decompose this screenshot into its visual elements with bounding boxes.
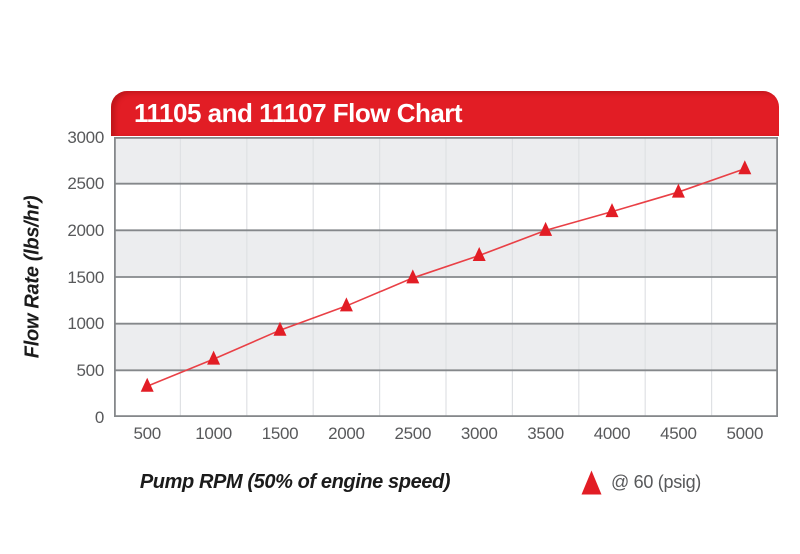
chart-title: 11105 and 11107 Flow Chart bbox=[134, 98, 463, 128]
y-tick-label: 1000 bbox=[67, 314, 104, 334]
data-point-marker bbox=[273, 321, 287, 336]
x-tick-label: 4000 bbox=[593, 424, 631, 443]
data-point-marker bbox=[406, 269, 420, 284]
legend: @ 60 (psig) bbox=[581, 468, 701, 496]
data-point-marker bbox=[339, 297, 353, 312]
y-axis-title: Flow Rate (lbs/hr) bbox=[21, 195, 44, 359]
x-tick-label: 2000 bbox=[328, 424, 365, 443]
y-tick-label: 3000 bbox=[67, 127, 104, 147]
data-point-marker bbox=[671, 183, 685, 198]
legend-label: @ 60 (psig) bbox=[611, 471, 702, 492]
data-point-marker bbox=[605, 203, 619, 218]
triangle-marker-icon bbox=[581, 470, 602, 494]
chart-header: 11105 and 11107 Flow Chart bbox=[111, 91, 779, 136]
series-line bbox=[146, 167, 746, 387]
y-tick-label: 1500 bbox=[67, 267, 104, 287]
x-tick-label: 1500 bbox=[261, 424, 299, 443]
data-point-marker bbox=[207, 350, 221, 365]
y-tick-label: 0 bbox=[94, 407, 104, 427]
x-tick-label: 3000 bbox=[460, 424, 498, 443]
x-tick-label: 4500 bbox=[660, 424, 697, 443]
plot-border bbox=[114, 137, 778, 418]
x-tick-label: 500 bbox=[133, 424, 161, 443]
x-tick-label: 3500 bbox=[527, 424, 564, 443]
y-tick-label: 2000 bbox=[67, 220, 104, 240]
plot-area bbox=[114, 137, 778, 418]
data-point-marker bbox=[738, 160, 752, 175]
data-point-marker bbox=[539, 221, 553, 236]
x-axis-title: Pump RPM (50% of engine speed) bbox=[139, 471, 451, 493]
data-point-marker bbox=[472, 247, 486, 262]
x-tick-label: 1000 bbox=[195, 424, 232, 443]
y-tick-label: 2500 bbox=[67, 174, 104, 194]
x-tick-label: 5000 bbox=[726, 424, 764, 443]
data-point-marker bbox=[140, 377, 154, 392]
y-tick-label: 500 bbox=[76, 360, 105, 380]
x-tick-label: 2500 bbox=[394, 424, 432, 443]
